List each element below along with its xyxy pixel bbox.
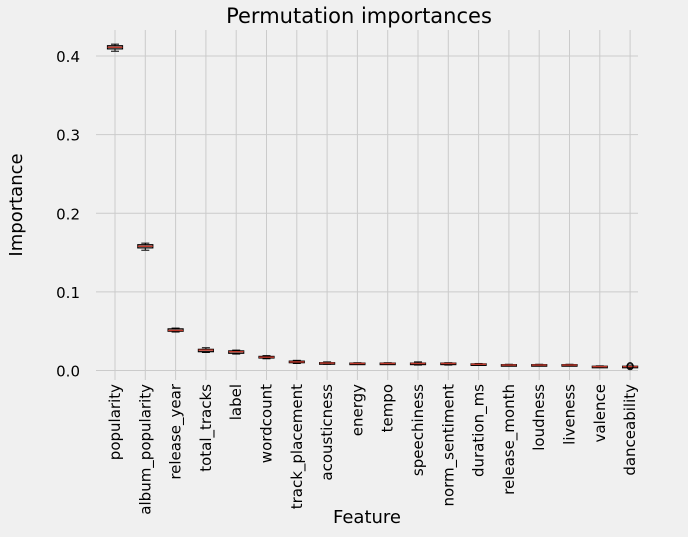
box-track_placement [288, 359, 305, 364]
box-release_year [167, 327, 184, 333]
y-tick-label: 0.1 [56, 284, 80, 302]
y-tick-label: 0.2 [56, 205, 80, 223]
y-tick-label: 0.4 [56, 48, 80, 66]
x-tick-label: danceability [621, 384, 639, 476]
box-layer [106, 43, 639, 371]
box-valence [591, 365, 608, 369]
x-tick-label: speechiness [409, 384, 427, 476]
box-loudness [531, 363, 548, 367]
grid-layer [96, 30, 638, 380]
box-wordcount [258, 355, 275, 360]
x-tick-label: norm_sentiment [439, 384, 458, 507]
x-tick-label: wordcount [258, 384, 276, 463]
box-speechiness [409, 361, 427, 366]
box-norm_sentiment [440, 362, 457, 366]
box-tempo [379, 362, 396, 366]
y-tick-label: 0.3 [56, 127, 80, 145]
box-album_popularity [137, 242, 154, 251]
chart-title: Permutation importances [226, 4, 492, 28]
box-acousticness [319, 361, 336, 365]
x-tick-labels: popularity album_popularity release_year to… [106, 383, 639, 515]
x-tick-label: loudness [530, 384, 548, 451]
x-tick-label: liveness [561, 384, 579, 445]
box-liveness [561, 363, 578, 367]
x-axis-label: Feature [333, 507, 401, 528]
y-tick-label: 0.0 [56, 363, 80, 381]
x-tick-label: popularity [106, 384, 124, 460]
y-tick-labels: 0.0 0.1 0.2 0.3 0.4 [56, 48, 80, 381]
x-tick-label: tempo [379, 384, 397, 432]
x-tick-label: album_popularity [136, 384, 155, 515]
x-tick-label: acousticness [318, 384, 336, 481]
x-tick-label: release_month [500, 384, 519, 495]
box-release_month [500, 363, 517, 367]
x-tick-label: label [227, 384, 245, 420]
outlier-point [626, 362, 634, 370]
box-energy [349, 362, 366, 366]
box-danceability [621, 362, 639, 371]
box-duration_ms [470, 362, 487, 366]
box-popularity [106, 43, 124, 52]
x-tick-label: duration_ms [470, 384, 489, 477]
box-label [228, 349, 245, 355]
x-tick-label: valence [591, 384, 609, 442]
x-tick-label: track_placement [288, 384, 307, 509]
y-axis-label: Importance [6, 153, 27, 256]
box-total_tracks [197, 347, 214, 353]
x-tick-label: release_year [167, 383, 186, 479]
x-tick-label: energy [348, 384, 366, 436]
x-tick-label: total_tracks [197, 384, 216, 472]
